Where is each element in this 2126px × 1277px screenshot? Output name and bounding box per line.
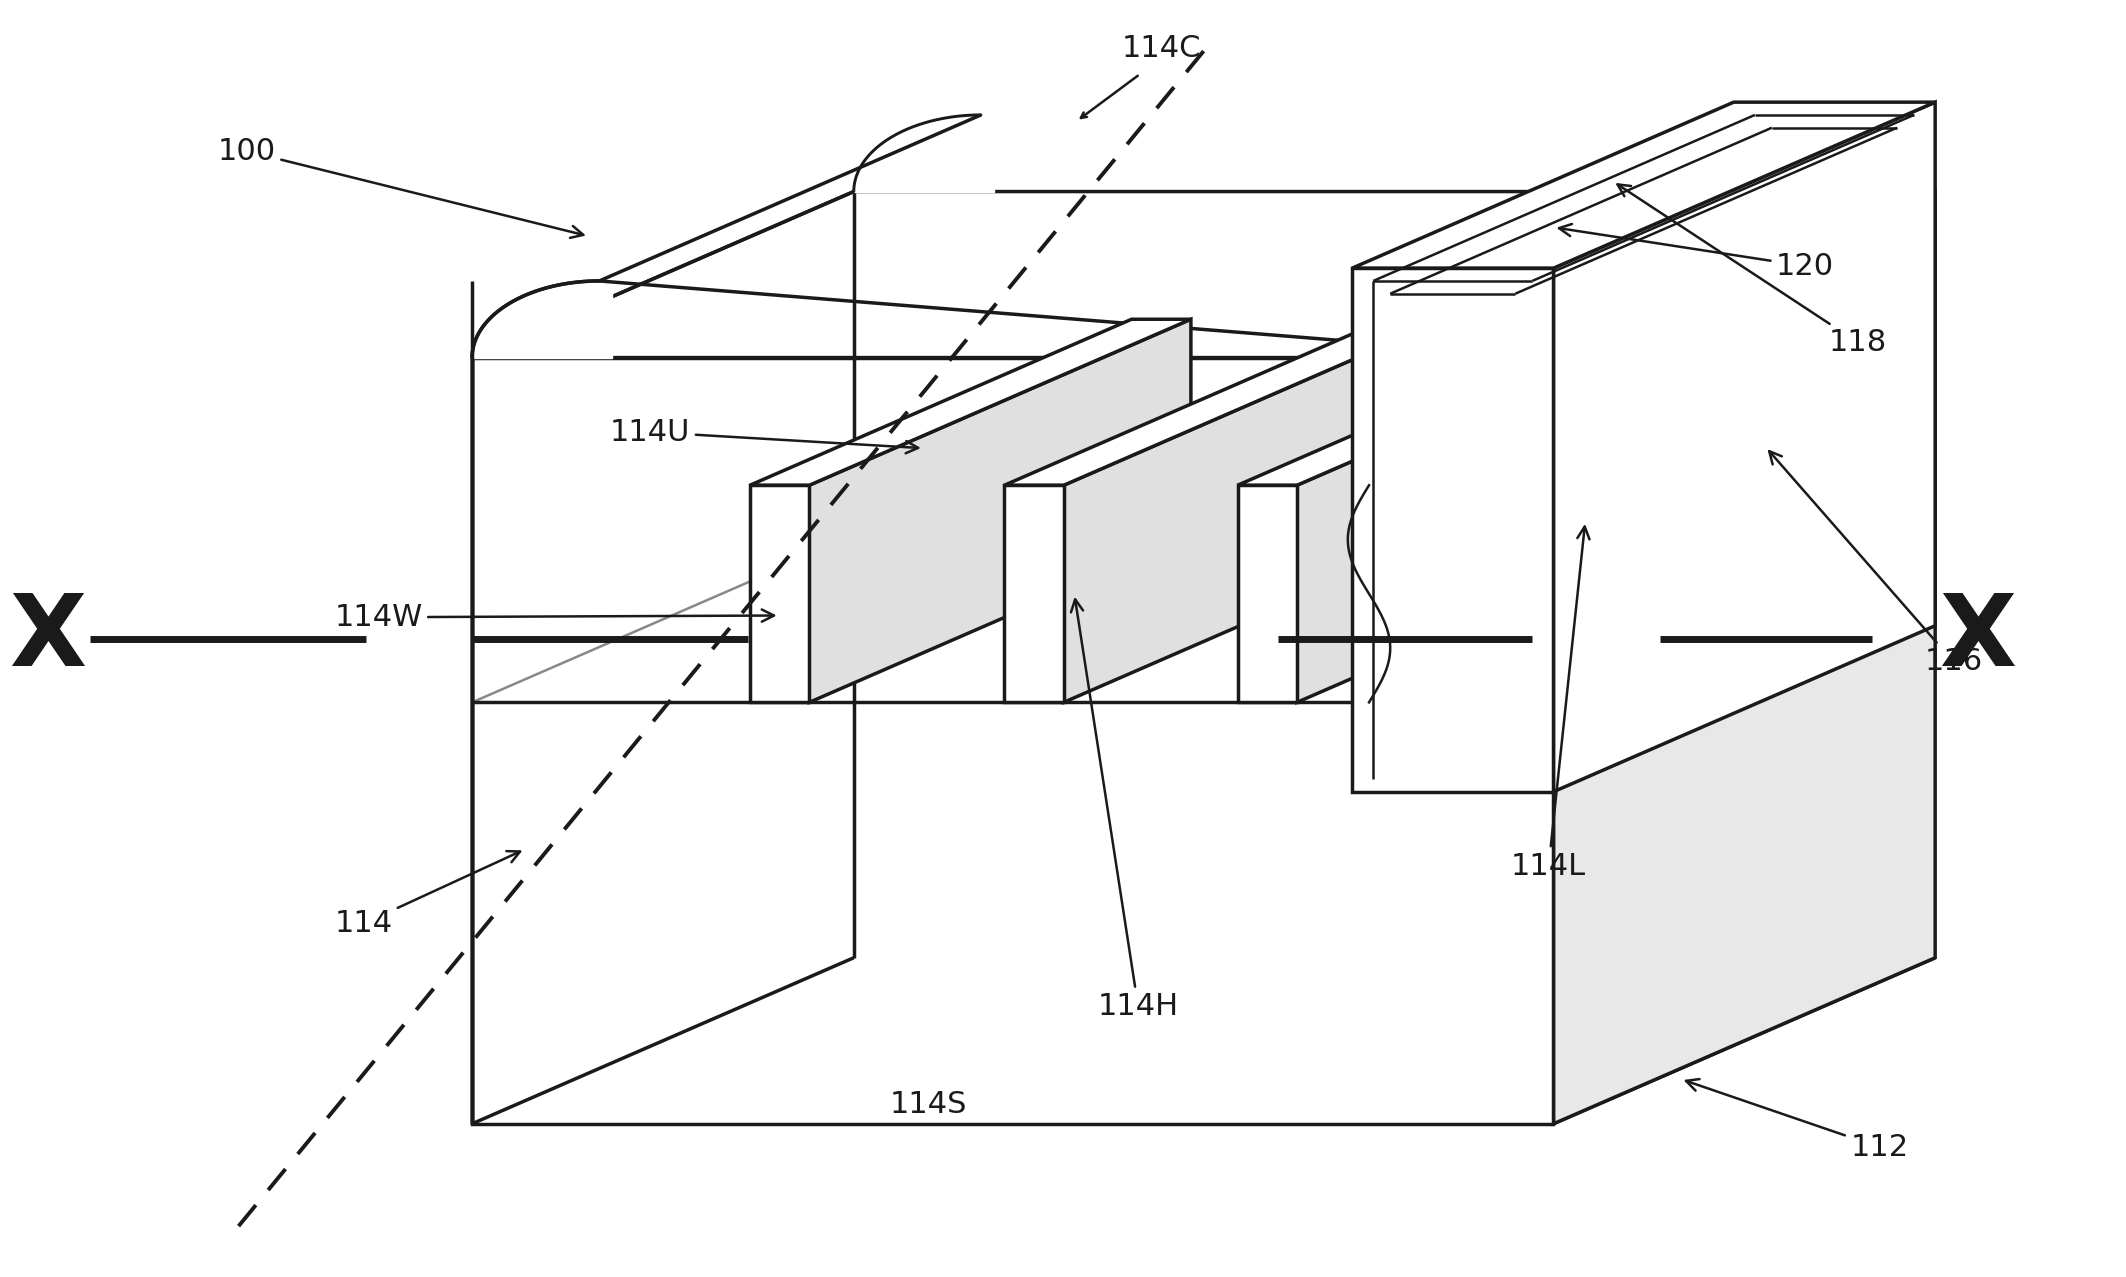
Text: 114S: 114S	[889, 1091, 967, 1119]
Polygon shape	[1237, 319, 1680, 485]
Polygon shape	[1297, 319, 1680, 702]
Polygon shape	[1063, 319, 1446, 702]
Polygon shape	[1003, 485, 1063, 702]
Text: 114H: 114H	[1072, 599, 1178, 1022]
Polygon shape	[810, 319, 1191, 702]
Polygon shape	[1554, 192, 1935, 1124]
Polygon shape	[750, 485, 810, 702]
Text: 118: 118	[1618, 184, 1888, 358]
Text: 112: 112	[1686, 1079, 1909, 1162]
Text: 116: 116	[1769, 451, 1984, 677]
Text: 114: 114	[334, 850, 521, 939]
Polygon shape	[1352, 102, 1935, 268]
Polygon shape	[472, 358, 1554, 1124]
Polygon shape	[855, 107, 993, 192]
Text: 100: 100	[217, 137, 583, 238]
Polygon shape	[1237, 485, 1297, 702]
Text: 114W: 114W	[334, 603, 774, 632]
Text: 120: 120	[1558, 223, 1835, 281]
Polygon shape	[472, 273, 612, 358]
Text: 114C: 114C	[1123, 34, 1201, 63]
Text: 114U: 114U	[610, 418, 918, 453]
Text: X: X	[1939, 590, 2015, 687]
Polygon shape	[1003, 319, 1446, 485]
Polygon shape	[1352, 268, 1554, 792]
Text: X: X	[9, 590, 87, 687]
Polygon shape	[750, 319, 1191, 485]
Polygon shape	[472, 958, 1935, 1124]
Polygon shape	[1554, 102, 1935, 792]
Polygon shape	[472, 192, 1935, 358]
Text: 114L: 114L	[1512, 526, 1590, 881]
